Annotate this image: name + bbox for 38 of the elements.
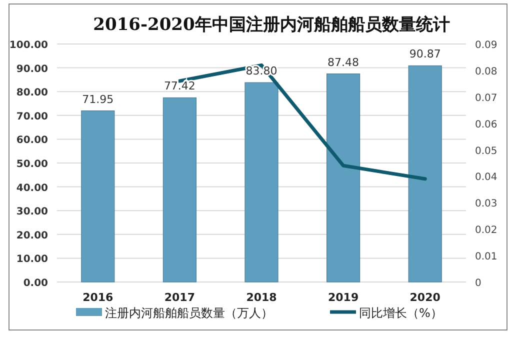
- y-tick-label: 50.00: [16, 159, 48, 170]
- y-tick-label: 100.00: [9, 40, 48, 51]
- x-tick-label: 2020: [410, 291, 441, 304]
- y2-tick-label: 0.06: [475, 119, 498, 130]
- legend-label: 同比增长（%）: [359, 306, 442, 320]
- data-label: 71.95: [82, 92, 114, 106]
- y-tick-label: 90.00: [16, 64, 48, 75]
- y-tick-label: 30.00: [16, 206, 48, 218]
- x-tick-label: 2018: [246, 291, 277, 304]
- y-tick-label: 80.00: [16, 88, 48, 99]
- y-tick-label: 0.00: [23, 278, 48, 289]
- y2-tick-label: 0.01: [475, 252, 498, 263]
- bar: [326, 74, 360, 282]
- y2-tick-label: 0.09: [475, 40, 498, 51]
- x-tick-label: 2017: [164, 291, 196, 304]
- y2-tick-label: 0.03: [475, 198, 498, 210]
- y-tick-label: 70.00: [16, 111, 48, 122]
- bar: [408, 65, 442, 282]
- bar: [244, 82, 278, 282]
- y2-tick-label: 0.05: [475, 146, 498, 157]
- bar: [162, 97, 196, 282]
- y-tick-label: 40.00: [16, 182, 48, 194]
- data-label: 77.42: [164, 80, 196, 93]
- chart-title: 2016-2020年中国注册内河船舶船员数量统计: [93, 15, 450, 35]
- legend-label: 注册内河船舶船员数量（万人）: [105, 306, 273, 320]
- x-tick-label: 2019: [328, 291, 359, 304]
- x-tick-label: 2016: [82, 291, 114, 304]
- y-tick-label: 20.00: [16, 230, 48, 242]
- y2-tick-label: 0.04: [475, 172, 498, 184]
- y-tick-label: 10.00: [16, 254, 48, 266]
- y2-tick-label: 0.07: [475, 92, 498, 104]
- data-label: 90.87: [409, 48, 441, 61]
- y2-tick-label: 0.02: [475, 225, 498, 236]
- y2-tick-label: 0.08: [475, 66, 498, 78]
- y-tick-label: 60.00: [16, 135, 48, 146]
- y2-tick-label: 0: [475, 278, 482, 289]
- data-label: 87.48: [328, 56, 360, 69]
- bar: [81, 110, 115, 282]
